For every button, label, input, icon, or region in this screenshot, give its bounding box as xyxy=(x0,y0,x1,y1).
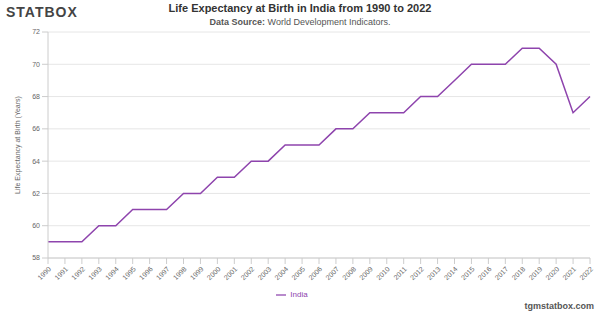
svg-text:2002: 2002 xyxy=(240,265,256,281)
svg-text:2020: 2020 xyxy=(544,265,560,281)
svg-text:64: 64 xyxy=(32,158,40,165)
svg-text:2006: 2006 xyxy=(307,265,323,281)
svg-text:1990: 1990 xyxy=(36,265,52,281)
html-text:tgmstatbox.com: tgmstatbox.com xyxy=(524,301,594,311)
svg-text:1992: 1992 xyxy=(70,265,86,281)
svg-text:68: 68 xyxy=(32,93,40,100)
svg-text:1999: 1999 xyxy=(189,265,205,281)
svg-text:1994: 1994 xyxy=(104,265,120,281)
html-text:Data Source: World Development: Data Source: World Development Indicator… xyxy=(209,17,391,27)
svg-text:2001: 2001 xyxy=(223,265,239,281)
svg-text:2000: 2000 xyxy=(206,265,222,281)
svg-text:2008: 2008 xyxy=(341,265,357,281)
svg-text:1997: 1997 xyxy=(155,265,171,281)
svg-text:1998: 1998 xyxy=(172,265,188,281)
svg-text:Life Expectancy at Birth (Year: Life Expectancy at Birth (Years) xyxy=(14,96,22,194)
svg-text:2022: 2022 xyxy=(578,265,592,281)
svg-text:66: 66 xyxy=(32,125,40,132)
svg-text:2012: 2012 xyxy=(409,265,425,281)
svg-text:2011: 2011 xyxy=(392,265,408,281)
svg-text:2003: 2003 xyxy=(256,265,272,281)
svg-text:2017: 2017 xyxy=(494,265,510,281)
svg-text:2007: 2007 xyxy=(324,265,340,281)
svg-text:62: 62 xyxy=(32,190,40,197)
html-text:India: India xyxy=(290,290,308,300)
svg-text:2010: 2010 xyxy=(375,265,391,281)
svg-text:2014: 2014 xyxy=(443,265,459,281)
svg-text:2015: 2015 xyxy=(460,265,476,281)
svg-text:60: 60 xyxy=(32,222,40,229)
svg-text:1995: 1995 xyxy=(121,265,137,281)
svg-text:2005: 2005 xyxy=(290,265,306,281)
svg-text:2021: 2021 xyxy=(561,265,577,281)
svg-text:1996: 1996 xyxy=(138,265,154,281)
svg-text:2019: 2019 xyxy=(527,265,543,281)
svg-text:2018: 2018 xyxy=(511,265,527,281)
svg-text:1991: 1991 xyxy=(53,265,69,281)
svg-text:2013: 2013 xyxy=(426,265,442,281)
svg-text:2016: 2016 xyxy=(477,265,493,281)
html-text:STATBOX: STATBOX xyxy=(6,4,78,20)
svg-text:72: 72 xyxy=(32,28,40,35)
html-text:Life Expectancy at Birth in In: Life Expectancy at Birth in India from 1… xyxy=(168,2,432,14)
svg-text:1993: 1993 xyxy=(87,265,103,281)
svg-text:2009: 2009 xyxy=(358,265,374,281)
svg-text:2004: 2004 xyxy=(273,265,289,281)
svg-text:58: 58 xyxy=(32,254,40,261)
svg-text:70: 70 xyxy=(32,61,40,68)
